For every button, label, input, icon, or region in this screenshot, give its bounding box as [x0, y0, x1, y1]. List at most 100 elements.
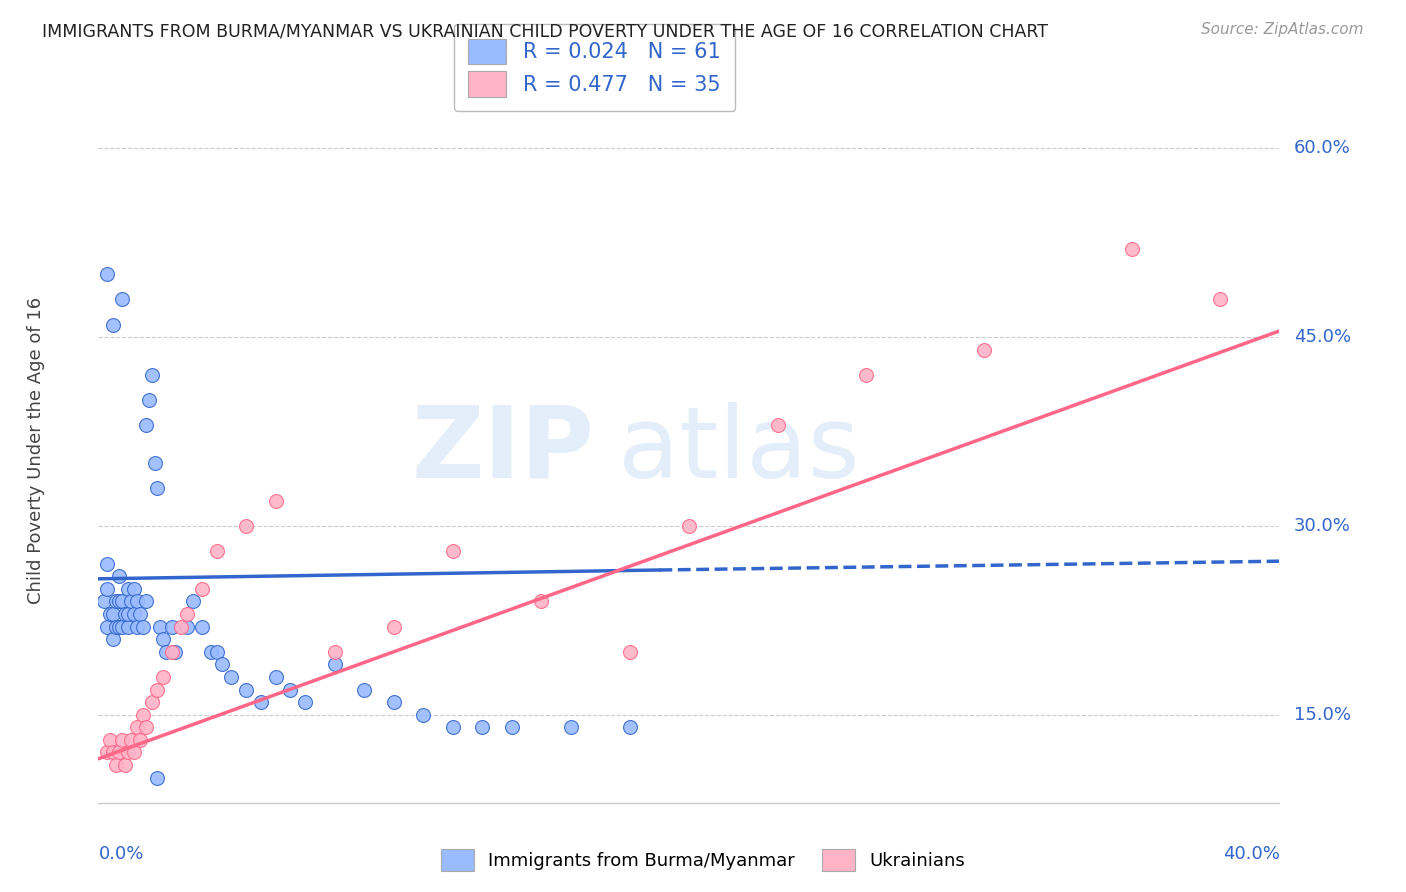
Point	[412, 707, 434, 722]
Text: Child Poverty Under the Age of 16: Child Poverty Under the Age of 16	[27, 297, 45, 604]
Point	[678, 519, 700, 533]
Point	[135, 720, 157, 734]
Point	[105, 620, 128, 634]
Point	[211, 657, 233, 672]
Point	[441, 720, 464, 734]
Point	[111, 594, 134, 608]
Point	[176, 620, 198, 634]
Point	[108, 620, 131, 634]
Point	[441, 544, 464, 558]
Text: 45.0%: 45.0%	[1294, 328, 1351, 346]
Point	[128, 732, 150, 747]
Point	[103, 746, 125, 760]
Point	[176, 607, 198, 621]
Point	[98, 607, 121, 621]
Text: 15.0%: 15.0%	[1294, 706, 1351, 723]
Point	[128, 607, 150, 621]
Point	[125, 594, 148, 608]
Point	[141, 368, 163, 382]
Point	[96, 582, 118, 596]
Point	[141, 695, 163, 709]
Point	[117, 607, 139, 621]
Point	[135, 594, 157, 608]
Point	[114, 607, 136, 621]
Point	[152, 632, 174, 647]
Point	[122, 582, 145, 596]
Point	[165, 645, 187, 659]
Point	[152, 670, 174, 684]
Point	[264, 493, 287, 508]
Point	[162, 620, 183, 634]
Text: 40.0%: 40.0%	[1223, 845, 1279, 863]
Point	[132, 620, 155, 634]
Point	[191, 582, 214, 596]
Point	[108, 746, 131, 760]
Point	[294, 695, 316, 709]
Point	[105, 594, 128, 608]
Point	[155, 645, 177, 659]
Point	[149, 620, 172, 634]
Point	[205, 645, 228, 659]
Point	[122, 607, 145, 621]
Point	[205, 544, 228, 558]
Text: 0.0%: 0.0%	[98, 845, 143, 863]
Point	[125, 720, 148, 734]
Point	[122, 746, 145, 760]
Text: Source: ZipAtlas.com: Source: ZipAtlas.com	[1201, 22, 1364, 37]
Point	[111, 293, 134, 307]
Point	[530, 594, 553, 608]
Text: ZIP: ZIP	[412, 402, 595, 499]
Point	[108, 594, 131, 608]
Point	[132, 707, 155, 722]
Point	[1121, 242, 1143, 256]
Point	[103, 607, 125, 621]
Point	[96, 620, 118, 634]
Point	[973, 343, 995, 357]
Point	[235, 682, 257, 697]
Point	[114, 758, 136, 772]
Text: atlas: atlas	[619, 402, 859, 499]
Point	[143, 456, 166, 470]
Point	[250, 695, 273, 709]
Point	[235, 519, 257, 533]
Point	[221, 670, 243, 684]
Point	[120, 732, 142, 747]
Point	[138, 393, 160, 408]
Point	[103, 632, 125, 647]
Point	[170, 620, 193, 634]
Point	[93, 594, 115, 608]
Point	[200, 645, 222, 659]
Point	[98, 732, 121, 747]
Point	[501, 720, 523, 734]
Point	[560, 720, 582, 734]
Point	[323, 657, 346, 672]
Point	[382, 695, 405, 709]
Point	[96, 746, 118, 760]
Point	[111, 620, 134, 634]
Point	[162, 645, 183, 659]
Point	[103, 318, 125, 332]
Point	[108, 569, 131, 583]
Point	[191, 620, 214, 634]
Point	[181, 594, 204, 608]
Point	[125, 620, 148, 634]
Point	[1209, 293, 1232, 307]
Point	[105, 758, 128, 772]
Point	[471, 720, 494, 734]
Point	[323, 645, 346, 659]
Point	[146, 481, 169, 495]
Point	[264, 670, 287, 684]
Text: IMMIGRANTS FROM BURMA/MYANMAR VS UKRAINIAN CHILD POVERTY UNDER THE AGE OF 16 COR: IMMIGRANTS FROM BURMA/MYANMAR VS UKRAINI…	[42, 22, 1049, 40]
Point	[111, 732, 134, 747]
Text: 30.0%: 30.0%	[1294, 517, 1351, 535]
Point	[135, 418, 157, 433]
Point	[146, 771, 169, 785]
Point	[120, 594, 142, 608]
Point	[619, 645, 641, 659]
Legend: Immigrants from Burma/Myanmar, Ukrainians: Immigrants from Burma/Myanmar, Ukrainian…	[434, 842, 972, 879]
Point	[280, 682, 302, 697]
Point	[146, 682, 169, 697]
Point	[353, 682, 375, 697]
Point	[117, 582, 139, 596]
Point	[855, 368, 877, 382]
